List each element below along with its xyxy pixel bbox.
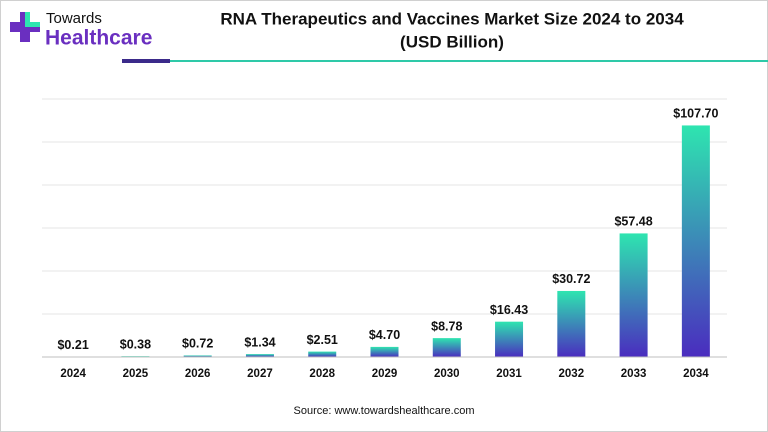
bar [432, 338, 461, 357]
bar [308, 351, 337, 357]
source: Source: www.towardshealthcare.com [294, 405, 475, 417]
x-tick-label: 2024 [60, 368, 86, 380]
bar [183, 355, 212, 357]
brand-line1: Towards [46, 10, 102, 27]
header-accent [122, 59, 170, 63]
x-tick-label: 2026 [185, 368, 211, 380]
x-tick-label: 2029 [372, 368, 398, 380]
value-label: $2.51 [307, 333, 338, 347]
bar [245, 354, 274, 357]
logo-icon [10, 12, 40, 42]
x-tick-label: 2032 [559, 368, 585, 380]
x-tick-label: 2033 [621, 368, 647, 380]
bar [619, 233, 648, 357]
value-label: $57.48 [614, 215, 652, 229]
value-label: $0.21 [57, 338, 88, 352]
bar [370, 346, 399, 357]
value-label: $16.43 [490, 303, 528, 317]
header-rule [170, 60, 768, 62]
x-tick-label: 2031 [496, 368, 522, 380]
brand-line2: Healthcare [45, 27, 152, 50]
x-tick-label: 2027 [247, 368, 273, 380]
value-label: $1.34 [244, 335, 275, 349]
chart-subtitle: (USD Billion) [400, 32, 504, 51]
x-tick-label: 2028 [309, 368, 335, 380]
bar [557, 290, 586, 357]
x-tick-label: 2025 [123, 368, 149, 380]
value-label: $0.72 [182, 337, 213, 351]
x-tick-label: 2034 [683, 368, 709, 380]
value-label: $8.78 [431, 319, 462, 333]
bar [681, 125, 710, 357]
x-tick-label: 2030 [434, 368, 460, 380]
chart-title: RNA Therapeutics and Vaccines Market Siz… [220, 9, 684, 28]
value-label: $0.38 [120, 337, 151, 351]
bar [495, 321, 524, 357]
value-label: $30.72 [552, 272, 590, 286]
value-label: $4.70 [369, 328, 400, 342]
value-label: $107.70 [673, 107, 718, 121]
